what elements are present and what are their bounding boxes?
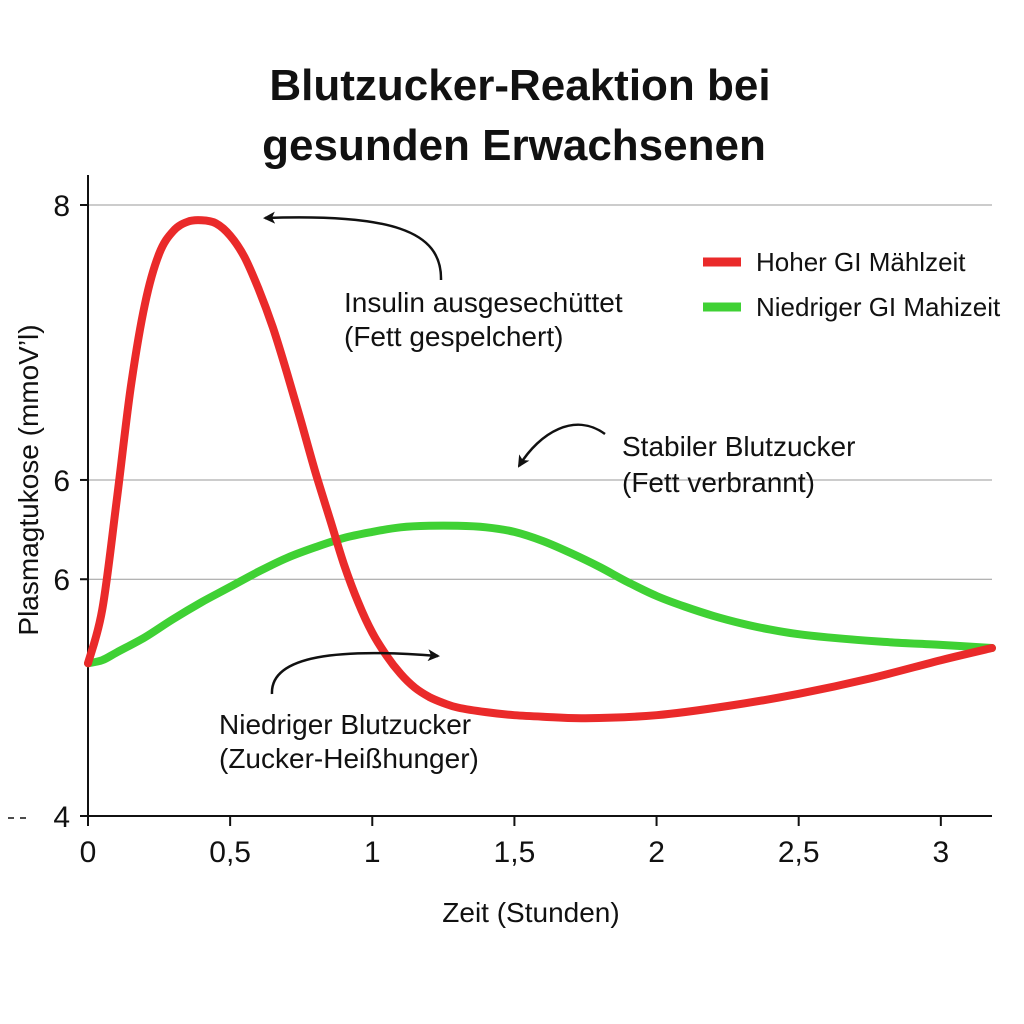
y-tick-labels: 4 6 6 8 (53, 190, 88, 834)
x-tick-label-1: 0,5 (209, 836, 251, 869)
annotation-arrow-niedrig (270, 649, 440, 695)
y-axis-label: Plasmagtukose (mmoV’l) (13, 324, 44, 635)
annotation-arrow-insulin (263, 211, 443, 281)
x-tick-labels: 0 0,5 1 1,5 2 2,5 3 (80, 816, 949, 869)
annotation-stabil-line-1: Stabiler Blutzucker (622, 431, 855, 462)
x-axis-label: Zeit (Stunden) (442, 897, 619, 928)
x-tick-label-3: 1,5 (494, 836, 536, 869)
x-tick-label-4: 2 (648, 836, 665, 869)
annotation-niedrig-line-2: (Zucker-Heißhunger) (219, 743, 479, 774)
legend: Hoher GI Mählzeit Niedriger GI Mahizeit (703, 247, 1001, 322)
annotations: Insulin ausgesechüttet (Fett gespelchert… (219, 211, 855, 774)
annotation-arrow-stabil (517, 423, 606, 468)
series-line-low-gi (84, 521, 996, 668)
x-tick-label-0: 0 (80, 836, 97, 869)
series-line-high-gi (84, 216, 996, 723)
y-tick-label-2: 6 (53, 465, 70, 498)
y-tick-label-3: 8 (53, 190, 70, 223)
y-tick-label-1: 6 (53, 564, 70, 597)
series-lines (84, 216, 996, 723)
chart-title-line-1: Blutzucker-Reaktion bei (269, 61, 770, 110)
annotation-insulin-line-1: Insulin ausgesechüttet (344, 287, 623, 318)
annotation-stabil-line-2: (Fett verbrannt) (622, 467, 815, 498)
legend-label-low-gi: Niedriger GI Mahizeit (756, 292, 1001, 322)
annotation-niedrig-line-1: Niedriger Blutzucker (219, 709, 471, 740)
x-tick-label-6: 3 (932, 836, 949, 869)
x-tick-label-2: 1 (364, 836, 381, 869)
legend-label-high-gi: Hoher GI Mählzeit (756, 247, 966, 277)
x-tick-label-5: 2,5 (778, 836, 820, 869)
annotation-insulin-line-2: (Fett gespelchert) (344, 321, 563, 352)
chart-title-line-2: gesunden Erwachsenen (262, 121, 766, 170)
y-tick-label-0: 4 (53, 801, 70, 834)
